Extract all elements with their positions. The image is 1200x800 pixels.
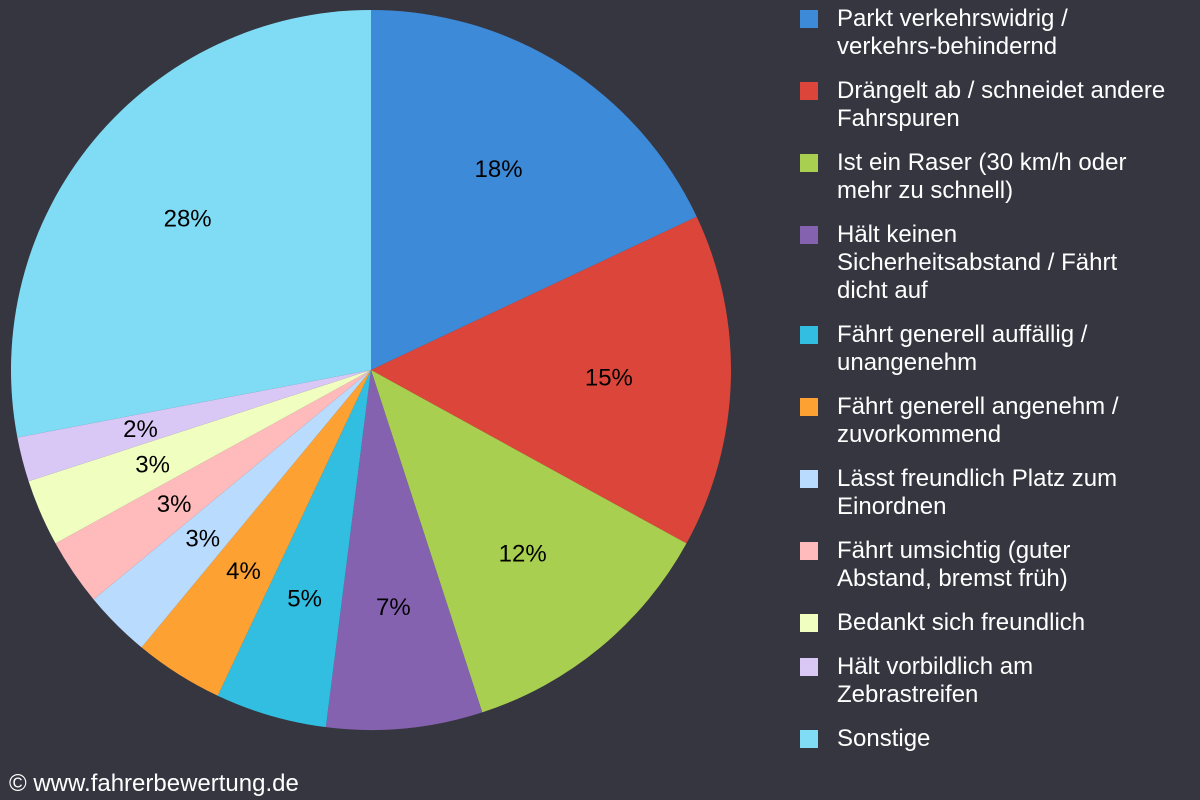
slice-data-label: 2% — [123, 416, 158, 443]
legend-swatch — [800, 226, 818, 244]
legend-swatch — [800, 542, 818, 560]
slice-data-label: 4% — [226, 558, 261, 585]
legend-swatch — [800, 10, 818, 28]
legend-label: Hält keinen Sicherheitsabstand / Fährt d… — [837, 221, 1118, 304]
slice-data-label: 3% — [185, 525, 220, 552]
legend-swatch — [800, 470, 818, 488]
legend-item: Hält keinen Sicherheitsabstand / Fährt d… — [800, 221, 1200, 305]
slice-data-label: 3% — [157, 491, 192, 518]
slice-data-label: 5% — [287, 586, 322, 613]
slice-data-label: 3% — [135, 452, 170, 479]
legend-item: Sonstige — [800, 725, 1200, 753]
legend-item: Fährt generell angenehm / zuvorkommend — [800, 393, 1200, 449]
legend-item: Fährt generell auffällig / unangenehm — [800, 321, 1200, 377]
legend-item: Bedankt sich freundlich — [800, 609, 1200, 637]
legend-item: Hält vorbildlich am Zebrastreifen — [800, 653, 1200, 709]
pie-slice — [55, 370, 371, 600]
legend-item: Ist ein Raser (30 km/h oder mehr zu schn… — [800, 149, 1200, 205]
pie-slice — [371, 370, 687, 713]
pie-chart: 18%15%12%7%5%4%3%3%3%2%28% — [10, 10, 731, 730]
legend-item: Drängelt ab / schneidet andere Fahrspure… — [800, 77, 1200, 133]
legend-swatch — [800, 154, 818, 172]
pie-slice — [28, 370, 371, 544]
legend-label: Drängelt ab / schneidet andere Fahrspure… — [837, 77, 1166, 132]
slice-data-label: 18% — [475, 156, 523, 183]
legend-swatch — [800, 614, 818, 632]
legend-swatch — [800, 82, 818, 100]
legend-label: Hält vorbildlich am Zebrastreifen — [837, 653, 1034, 708]
pie-slice — [10, 10, 372, 438]
legend-label: Sonstige — [837, 725, 931, 752]
pie-slice — [141, 370, 371, 696]
pie-slice — [371, 10, 697, 370]
legend-label: Lässt freundlich Platz zum Einordnen — [837, 465, 1118, 520]
pie-slice — [371, 216, 731, 544]
legend-label: Fährt umsichtig (guter Abstand, bremst f… — [837, 537, 1071, 592]
legend-item: Lässt freundlich Platz zum Einordnen — [800, 465, 1200, 521]
slice-data-label: 15% — [585, 364, 633, 391]
legend-swatch — [800, 730, 818, 748]
legend-swatch — [800, 398, 818, 416]
slice-data-label: 7% — [376, 594, 411, 621]
legend-label: Fährt generell angenehm / zuvorkommend — [837, 393, 1119, 448]
legend-item: Fährt umsichtig (guter Abstand, bremst f… — [800, 537, 1200, 593]
pie-slice — [17, 370, 372, 482]
legend-swatch — [800, 658, 818, 676]
pie-slice — [93, 370, 371, 648]
slice-data-label: 28% — [164, 205, 212, 232]
legend-label: Bedankt sich freundlich — [837, 609, 1086, 636]
legend-label: Parkt verkehrswidrig / verkehrs-behinder… — [837, 5, 1068, 60]
legend-label: Fährt generell auffällig / unangenehm — [837, 321, 1088, 376]
legend: Parkt verkehrswidrig / verkehrs-behinder… — [800, 5, 1200, 769]
pie-slice — [325, 370, 483, 730]
slice-data-label: 12% — [499, 540, 547, 567]
legend-label: Ist ein Raser (30 km/h oder mehr zu schn… — [837, 149, 1127, 204]
copyright-footer: © www.fahrerbewertung.de — [9, 770, 299, 797]
legend-swatch — [800, 326, 818, 344]
legend-item: Parkt verkehrswidrig / verkehrs-behinder… — [800, 5, 1200, 61]
pie-slice — [217, 370, 371, 728]
